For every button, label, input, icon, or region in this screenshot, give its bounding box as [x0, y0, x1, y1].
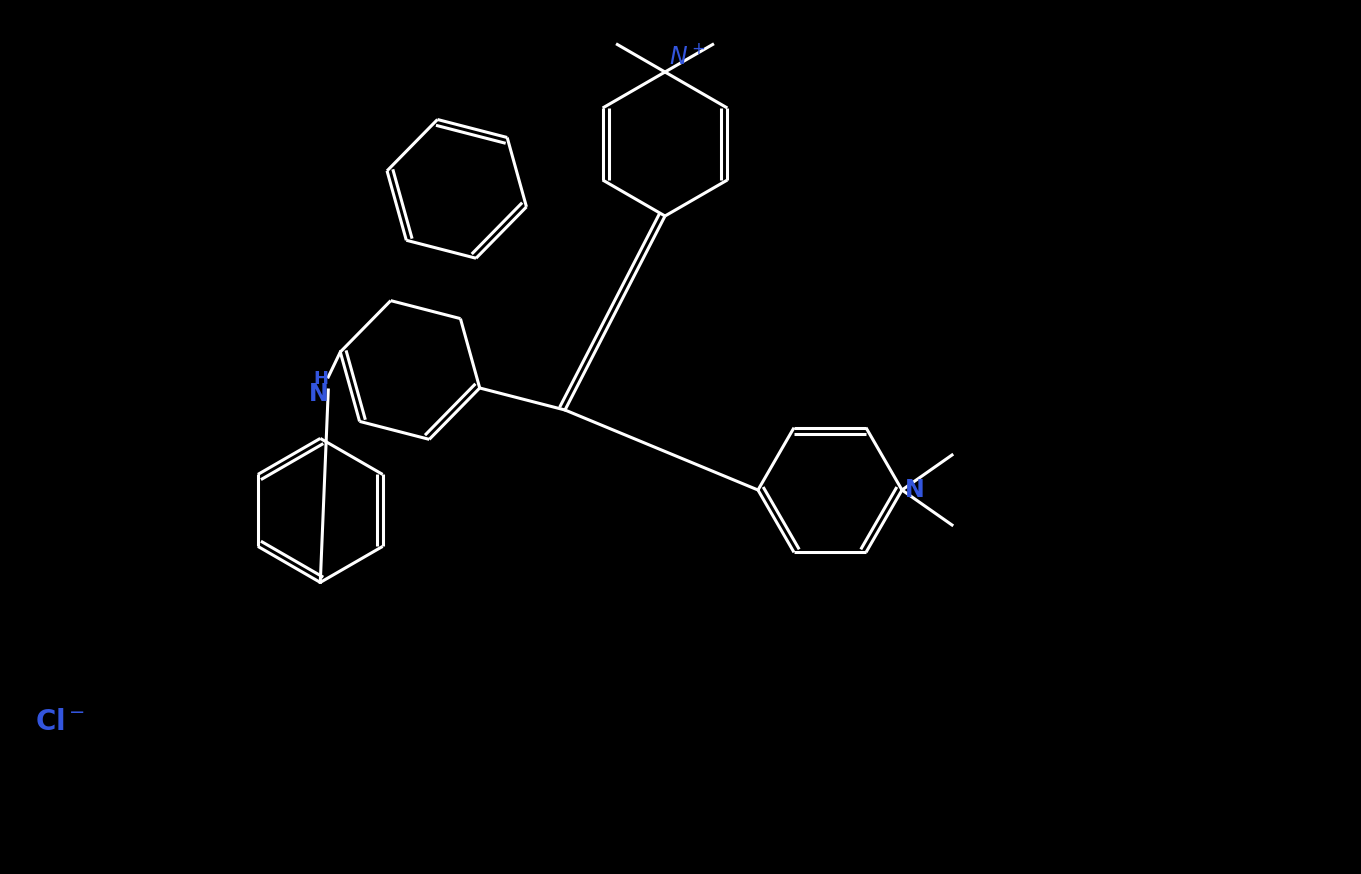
Text: Cl$^-$: Cl$^-$: [35, 708, 86, 736]
Text: N: N: [905, 478, 924, 502]
Text: H: H: [313, 370, 328, 388]
Text: N: N: [309, 382, 328, 406]
Text: $N^+$: $N^+$: [670, 44, 706, 69]
